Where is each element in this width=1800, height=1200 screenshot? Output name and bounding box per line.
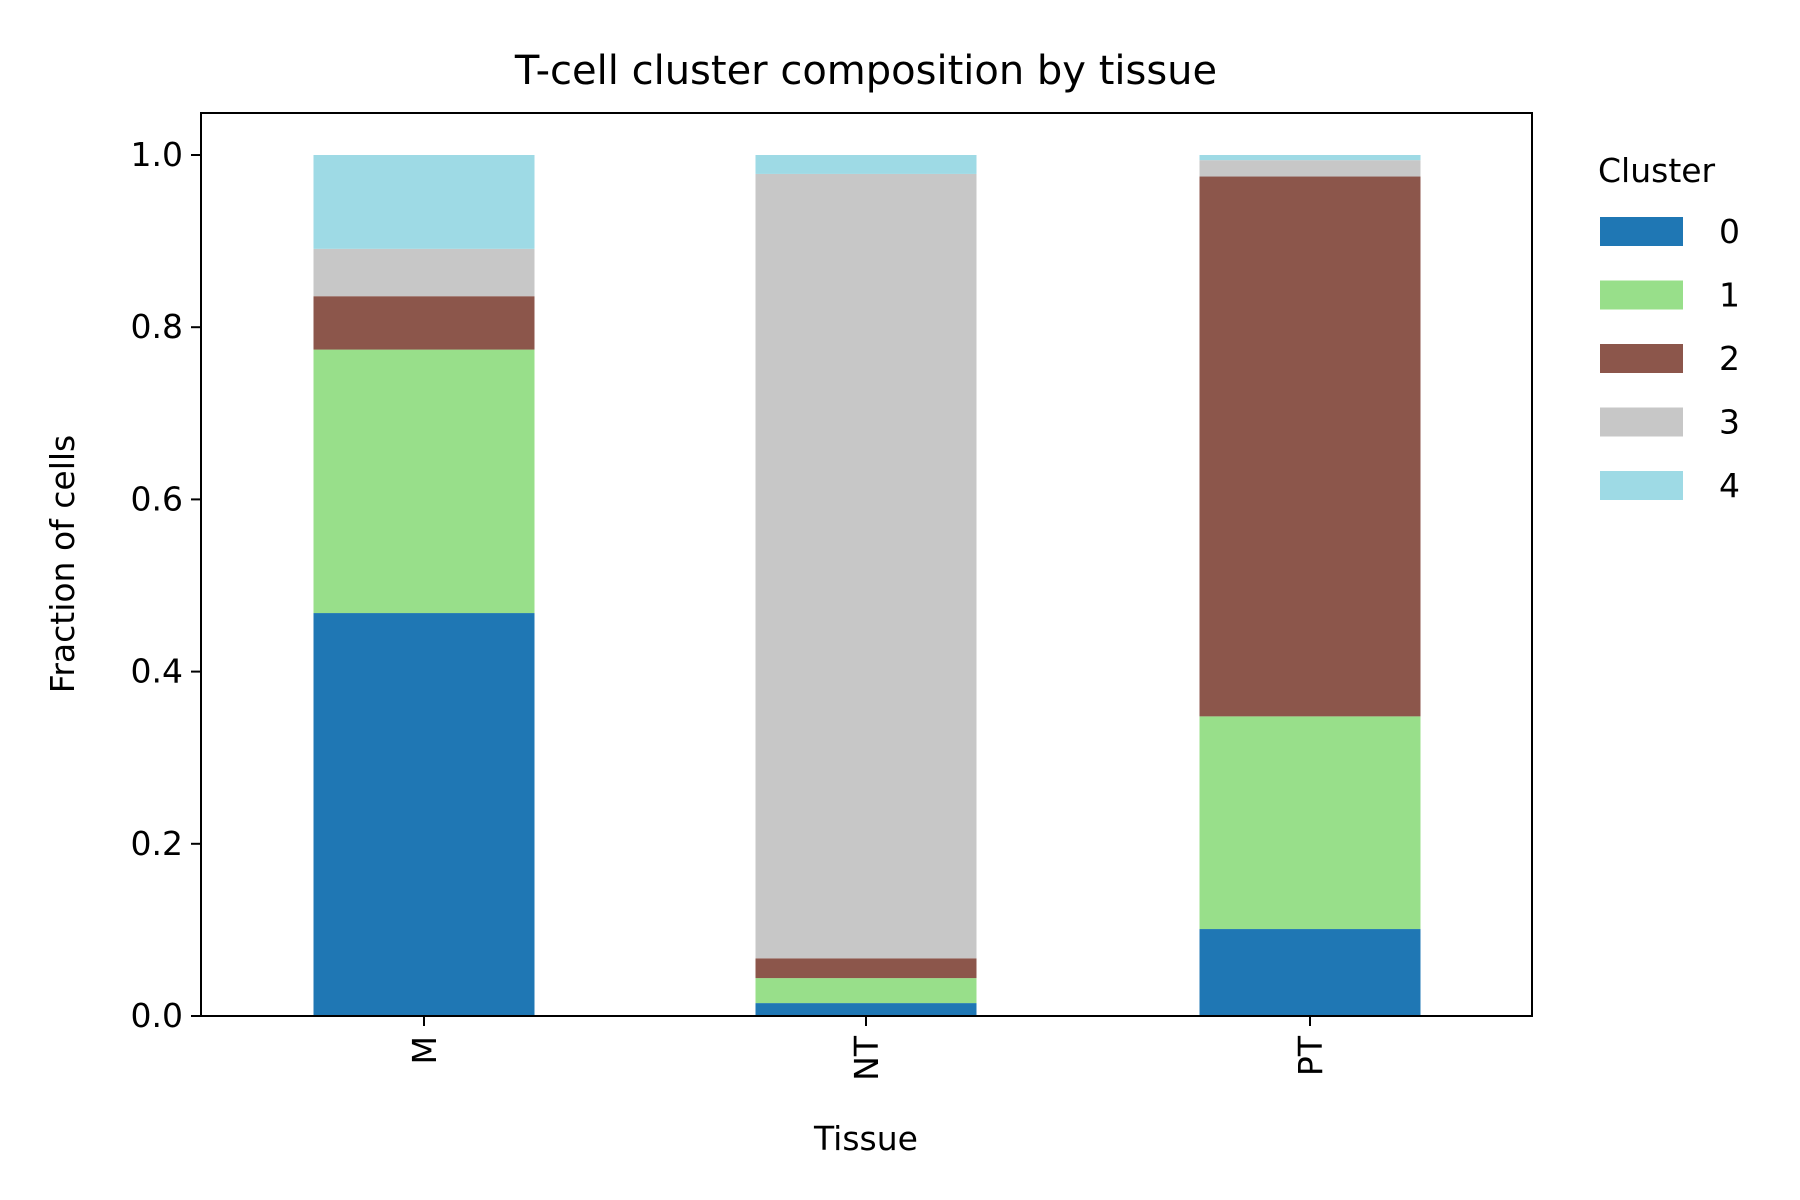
legend-swatch-cluster-4 xyxy=(1600,471,1683,500)
legend-label-cluster-1: 1 xyxy=(1719,276,1740,315)
bar-segment-pt-cluster-3 xyxy=(1199,160,1421,177)
x-tick-label-pt: PT xyxy=(1291,1035,1330,1076)
x-tick-label-nt: NT xyxy=(847,1035,886,1081)
y-axis-label: Fraction of cells xyxy=(43,435,82,694)
x-tick-label-m: M xyxy=(405,1036,444,1064)
legend: Cluster 0 1 2 3 4 xyxy=(1598,151,1740,505)
bar-segment-pt-cluster-4 xyxy=(1199,155,1421,161)
y-tick-label: 0.8 xyxy=(131,307,183,346)
bar-segment-m-cluster-0 xyxy=(313,613,535,1016)
y-tick-label: 1.0 xyxy=(131,135,183,174)
y-tick-label: 0.6 xyxy=(131,479,183,518)
bar-segment-pt-cluster-0 xyxy=(1199,929,1421,1016)
x-axis-label: Tissue xyxy=(813,1119,918,1158)
bar-segment-nt-cluster-2 xyxy=(755,958,977,979)
x-axis: M NT PT xyxy=(405,1016,1330,1081)
plot-frame xyxy=(200,112,1533,1017)
bars-layer xyxy=(313,155,1421,1016)
bar-segment-nt-cluster-1 xyxy=(755,978,977,1004)
bar-segment-m-cluster-3 xyxy=(313,248,535,297)
legend-swatch-cluster-0 xyxy=(1600,217,1683,246)
bar-segment-pt-cluster-2 xyxy=(1199,176,1421,717)
legend-title: Cluster xyxy=(1598,151,1716,190)
bar-segment-nt-cluster-0 xyxy=(755,1003,977,1016)
legend-swatch-cluster-3 xyxy=(1600,407,1683,437)
bar-segment-nt-cluster-4 xyxy=(755,155,977,174)
bar-segment-m-cluster-4 xyxy=(313,155,535,249)
y-tick-label: 0.4 xyxy=(131,652,183,691)
bar-segment-m-cluster-2 xyxy=(313,296,535,350)
legend-label-cluster-0: 0 xyxy=(1719,212,1740,251)
bar-segment-nt-cluster-3 xyxy=(755,173,977,959)
y-tick-label: 0.0 xyxy=(131,996,183,1035)
y-tick-label: 0.2 xyxy=(131,824,183,863)
legend-swatch-cluster-2 xyxy=(1600,344,1683,373)
bar-segment-pt-cluster-1 xyxy=(1199,716,1421,930)
y-axis: 0.0 0.2 0.4 0.6 0.8 1.0 xyxy=(131,135,201,1035)
bar-segment-m-cluster-1 xyxy=(313,349,535,614)
chart-title: T-cell cluster composition by tissue xyxy=(514,48,1217,94)
legend-label-cluster-3: 3 xyxy=(1719,403,1740,442)
legend-label-cluster-2: 2 xyxy=(1719,339,1740,378)
legend-label-cluster-4: 4 xyxy=(1719,466,1740,505)
legend-swatch-cluster-1 xyxy=(1600,280,1683,310)
